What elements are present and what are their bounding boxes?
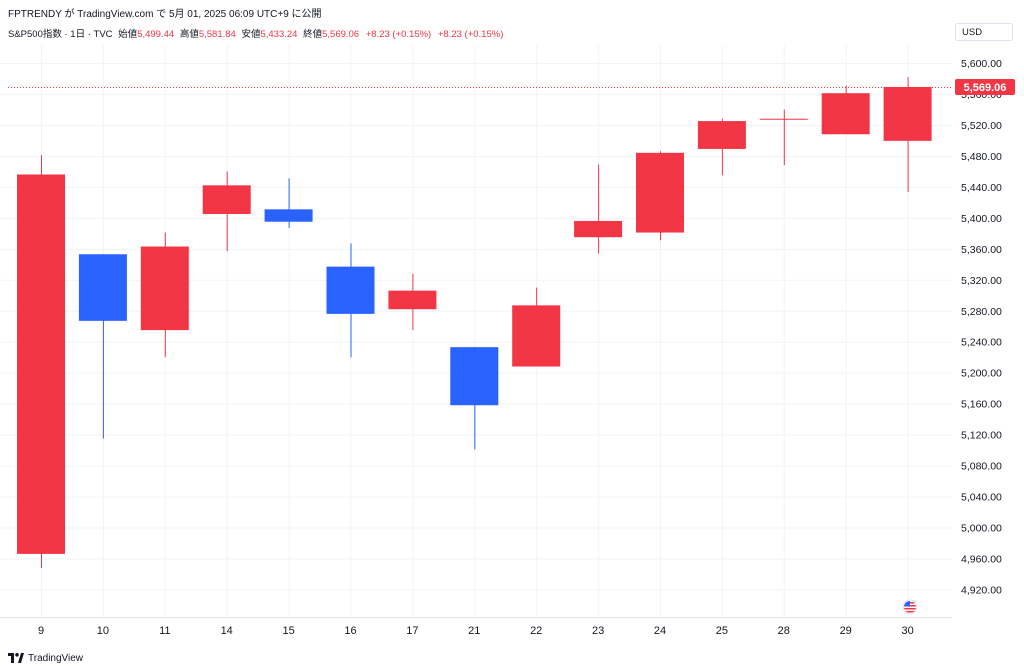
low-label: 安値 (241, 29, 261, 40)
candle-body (759, 118, 808, 120)
candle (883, 77, 932, 193)
change-value: +8.23 (+0.15%) (365, 29, 432, 40)
open-value: 5,499.44 (137, 29, 175, 40)
footer-brand: TradingView (28, 652, 84, 664)
candle-body (636, 152, 684, 233)
grid-lines (0, 45, 952, 617)
candle (821, 85, 870, 135)
x-tick-label: 21 (468, 625, 480, 637)
candle (326, 243, 375, 358)
symbol-legend: S&P500指数 · 1日 · TVC 始値5,499.44 高値5,581.8… (8, 26, 503, 40)
x-tick-label: 11 (159, 625, 170, 637)
candle-body (388, 290, 437, 310)
close-label: 終値 (303, 29, 323, 40)
us-flag-icon[interactable] (902, 599, 918, 615)
y-tick-label: 5,120.00 (961, 430, 1002, 442)
y-tick-label: 5,320.00 (961, 275, 1002, 287)
y-tick-label: 5,280.00 (961, 306, 1002, 318)
candle (202, 171, 251, 252)
x-tick-label: 9 (38, 625, 44, 637)
candle (264, 178, 313, 228)
candle (512, 287, 561, 367)
candles (17, 77, 932, 568)
symbol-name[interactable]: S&P500指数 · 1日 · TVC (8, 29, 113, 40)
x-tick-label: 25 (716, 625, 728, 637)
x-tick-label: 14 (221, 625, 233, 637)
y-tick-label: 5,520.00 (961, 120, 1002, 132)
y-tick-label: 5,240.00 (961, 337, 1002, 349)
candle-body (17, 174, 65, 554)
candle (140, 232, 189, 358)
y-tick-label: 4,920.00 (961, 585, 1002, 597)
candle-body (78, 254, 127, 321)
y-tick-label: 5,480.00 (961, 151, 1002, 163)
low-value: 5,433.24 (260, 29, 298, 40)
x-tick-label: 22 (530, 625, 542, 637)
x-tick-label: 24 (654, 625, 666, 637)
candle-body (512, 305, 561, 367)
publish-info: FPTRENDY が TradingView.com で 5月 01, 2025… (8, 9, 322, 20)
candle-body (326, 266, 375, 314)
close-value: 5,569.06 (322, 29, 360, 40)
currency-button[interactable]: USD (955, 23, 1013, 41)
candle (697, 118, 746, 176)
candle (17, 155, 65, 568)
y-tick-label: 5,600.00 (961, 58, 1002, 70)
candle (759, 109, 808, 166)
change-value-2: +8.23 (+0.15%) (437, 29, 504, 40)
high-label: 高値 (179, 29, 199, 40)
x-tick-label: 30 (901, 625, 913, 637)
y-tick-label: 5,080.00 (961, 461, 1002, 473)
y-tick-label: 5,400.00 (961, 213, 1002, 225)
candle-body (140, 246, 189, 331)
candle (574, 164, 623, 254)
x-tick-label: 28 (778, 625, 790, 637)
time-axis[interactable]: 9 10 11 14 15 16 17 21 22 23 24 25 28 29 30 (38, 625, 914, 637)
open-label: 始値 (118, 29, 138, 40)
y-tick-label: 5,160.00 (961, 399, 1002, 411)
x-tick-label: 23 (592, 625, 604, 637)
candle (78, 254, 127, 439)
x-tick-label: 15 (282, 625, 294, 637)
candle-body (450, 347, 499, 406)
candle (450, 347, 499, 450)
last-price-tag: 5,569.06 (955, 78, 1015, 95)
candle-body (574, 220, 623, 238)
candle-body (202, 185, 251, 214)
candle-body (883, 86, 932, 141)
y-tick-label: 5,360.00 (961, 244, 1002, 256)
price-axis[interactable]: 5,600.005,560.005,520.005,480.005,440.00… (961, 58, 1002, 597)
y-tick-label: 5,000.00 (961, 523, 1002, 535)
candle (388, 273, 437, 331)
x-tick-label: 10 (97, 625, 109, 637)
tradingview-logo-icon (8, 653, 24, 663)
last-price-label: 5,569.06 (964, 82, 1007, 94)
x-tick-label: 16 (344, 625, 356, 637)
y-tick-label: 4,960.00 (961, 554, 1002, 566)
y-tick-label: 5,200.00 (961, 368, 1002, 380)
candle-body (697, 121, 746, 149)
y-tick-label: 5,040.00 (961, 492, 1002, 504)
high-value: 5,581.84 (198, 29, 236, 40)
y-tick-label: 5,440.00 (961, 182, 1002, 194)
candle (636, 151, 684, 241)
candle-body (821, 93, 870, 135)
candle-body (264, 209, 313, 222)
x-tick-label: 29 (840, 625, 852, 637)
x-tick-label: 17 (406, 625, 418, 637)
footer: TradingView (8, 650, 83, 666)
